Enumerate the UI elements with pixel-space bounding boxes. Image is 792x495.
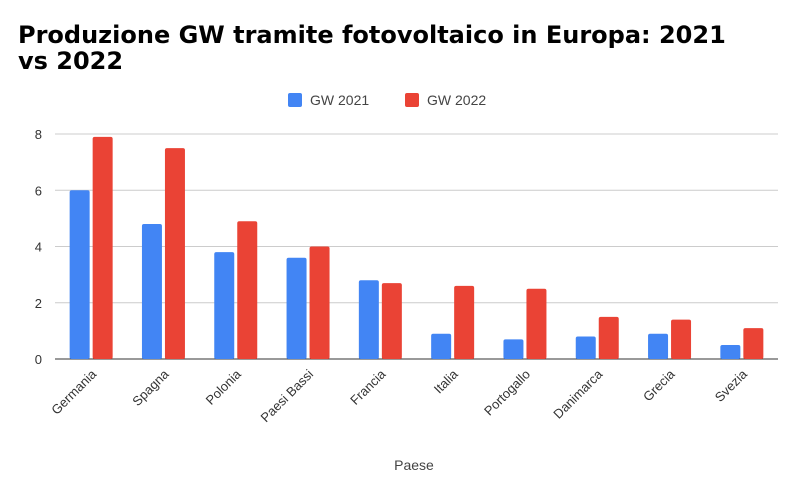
bar-gw-2021-portogallo — [503, 339, 524, 359]
x-tick-label: Italia — [431, 366, 462, 397]
x-tick-label: Francia — [347, 366, 389, 408]
x-tick-label: Grecia — [640, 366, 678, 404]
bars — [69, 136, 764, 359]
x-tick-label: Polonia — [203, 366, 245, 408]
bar-gw-2022-italia — [454, 285, 475, 359]
x-tick-label: Danimarca — [550, 366, 606, 422]
bar-gw-2021-svezia — [720, 344, 741, 359]
bar-gw-2022-portogallo — [526, 288, 547, 359]
legend-label: GW 2022 — [427, 92, 486, 108]
bar-gw-2022-grecia — [671, 319, 692, 359]
bar-gw-2021-polonia — [214, 252, 235, 359]
x-axis-title: Paese — [394, 457, 434, 473]
x-tick-label: Svezia — [712, 366, 751, 405]
chart-title: Produzione GW tramite fotovoltaico in Eu… — [18, 21, 726, 75]
x-axis-ticks: Germania Spagna Polonia Paesi Bassi Francia I… — [48, 366, 750, 425]
x-tick-label: Germania — [48, 366, 100, 418]
bar-gw-2022-francia — [381, 283, 402, 359]
gridlines — [55, 133, 778, 360]
bar-gw-2022-germania — [92, 136, 113, 359]
legend-swatch — [288, 93, 302, 107]
bar-gw-2021-germania — [69, 190, 90, 359]
bar-gw-2021-italia — [431, 333, 452, 359]
legend-label: GW 2021 — [310, 92, 369, 108]
y-tick-label: 4 — [35, 240, 42, 255]
y-tick-label: 0 — [35, 352, 42, 367]
y-tick-label: 2 — [35, 296, 42, 311]
bar-gw-2021-grecia — [648, 333, 669, 359]
x-tick-label: Spagna — [129, 366, 172, 409]
legend-swatch — [405, 93, 419, 107]
bar-gw-2022-paesi-bassi — [309, 246, 330, 359]
bar-gw-2022-polonia — [237, 221, 258, 359]
bar-gw-2022-svezia — [743, 328, 764, 359]
y-axis-ticks: 0 2 4 6 8 — [35, 127, 42, 367]
bar-gw-2021-spagna — [141, 224, 162, 359]
bar-gw-2022-spagna — [164, 148, 185, 359]
bar-gw-2021-francia — [358, 280, 379, 359]
y-tick-label: 8 — [35, 127, 42, 142]
x-tick-label: Portogallo — [481, 367, 533, 419]
bar-gw-2021-danimarca — [575, 336, 596, 359]
x-tick-label: Paesi Bassi — [258, 366, 317, 425]
bar-gw-2021-paesi-bassi — [286, 257, 307, 359]
bar-gw-2022-danimarca — [598, 316, 619, 359]
y-tick-label: 6 — [35, 183, 42, 198]
legend: GW 2021 GW 2022 — [288, 92, 486, 108]
